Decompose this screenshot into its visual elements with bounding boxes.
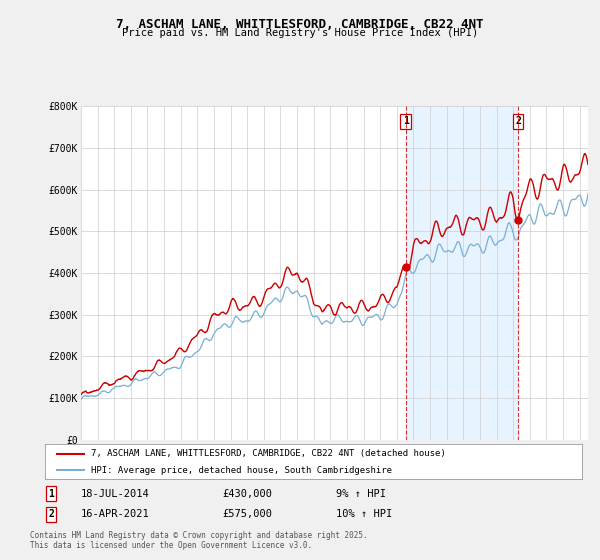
Text: 7, ASCHAM LANE, WHITTLESFORD, CAMBRIDGE, CB22 4NT (detached house): 7, ASCHAM LANE, WHITTLESFORD, CAMBRIDGE,… <box>91 449 445 458</box>
Text: 2: 2 <box>48 509 54 519</box>
Text: Contains HM Land Registry data © Crown copyright and database right 2025.
This d: Contains HM Land Registry data © Crown c… <box>30 531 368 550</box>
Text: £430,000: £430,000 <box>222 489 272 499</box>
Text: 7, ASCHAM LANE, WHITTLESFORD, CAMBRIDGE, CB22 4NT: 7, ASCHAM LANE, WHITTLESFORD, CAMBRIDGE,… <box>116 18 484 31</box>
Text: 9% ↑ HPI: 9% ↑ HPI <box>336 489 386 499</box>
Text: 18-JUL-2014: 18-JUL-2014 <box>81 489 150 499</box>
Text: Price paid vs. HM Land Registry's House Price Index (HPI): Price paid vs. HM Land Registry's House … <box>122 28 478 38</box>
Text: £575,000: £575,000 <box>222 509 272 519</box>
Text: 1: 1 <box>48 489 54 499</box>
Text: 2: 2 <box>515 116 521 127</box>
Text: HPI: Average price, detached house, South Cambridgeshire: HPI: Average price, detached house, Sout… <box>91 465 392 475</box>
Bar <box>406 106 518 440</box>
Text: 16-APR-2021: 16-APR-2021 <box>81 509 150 519</box>
Text: 10% ↑ HPI: 10% ↑ HPI <box>336 509 392 519</box>
Text: 1: 1 <box>403 116 409 127</box>
